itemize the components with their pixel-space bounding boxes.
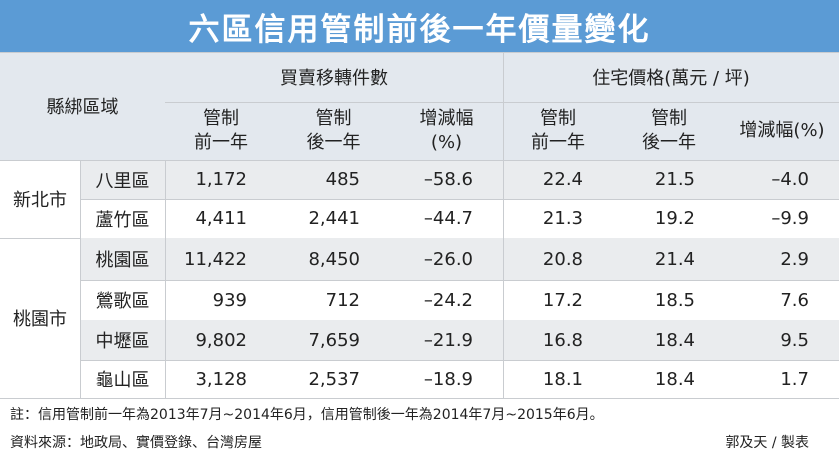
credit: 郭及天 / 製表 — [725, 435, 809, 451]
cell: 22.4 — [542, 169, 583, 190]
cell: –4.0 — [771, 169, 809, 190]
region-header: 縣綁區域 — [46, 97, 119, 118]
cell: 9.5 — [780, 329, 809, 351]
cell: 2.9 — [780, 248, 809, 270]
cell: 18.4 — [654, 368, 695, 390]
district: 桃園區 — [95, 250, 150, 271]
cell: –9.9 — [771, 208, 809, 229]
sub-header: 增減幅 (%) — [419, 107, 474, 153]
line — [0, 160, 839, 161]
cell: –44.7 — [423, 208, 473, 229]
cell: 18.4 — [654, 329, 695, 351]
cell: 21.3 — [542, 208, 583, 229]
line — [0, 52, 839, 53]
cell: 19.2 — [654, 208, 695, 229]
line — [503, 160, 504, 398]
note: 註：信用管制前一年為2013年7月~2014年6月，信用管制後一年為2014年7… — [10, 407, 604, 423]
district: 八里區 — [95, 170, 150, 192]
cell: 3,128 — [195, 368, 247, 390]
cell: 7.6 — [780, 289, 809, 311]
line — [165, 102, 839, 103]
cell: 18.5 — [654, 289, 695, 311]
cell: 939 — [212, 289, 247, 311]
cell: 2,537 — [308, 368, 360, 390]
cell: 16.8 — [542, 329, 583, 351]
cell: –58.6 — [423, 169, 473, 190]
cell: –21.9 — [423, 329, 473, 351]
group-header: 住宅價格(萬元 / 坪) — [592, 68, 750, 89]
line — [80, 160, 81, 398]
cell: 1.7 — [780, 368, 809, 390]
sub-header: 管制 前一年 — [531, 107, 585, 153]
line — [503, 52, 504, 160]
district: 鶯歌區 — [95, 291, 150, 312]
row-bg — [80, 160, 839, 199]
cell: –24.2 — [423, 289, 473, 311]
line — [80, 360, 839, 361]
line — [80, 280, 839, 281]
cell: 20.8 — [542, 248, 583, 270]
district: 中壢區 — [95, 331, 150, 352]
sub-header: 管制 後一年 — [642, 107, 696, 153]
city: 桃園市 — [13, 309, 67, 330]
cell: 2,441 — [308, 208, 360, 229]
row-bg — [80, 320, 839, 360]
city: 新北市 — [13, 190, 67, 211]
cell: 17.2 — [542, 289, 583, 311]
cell: 8,450 — [308, 248, 360, 270]
cell: 712 — [325, 289, 360, 311]
cell: 21.4 — [654, 248, 695, 270]
sub-header: 管制 後一年 — [306, 107, 361, 153]
cell: 1,172 — [195, 169, 247, 190]
source: 資料來源：地政局、實價登錄、台灣房屋 — [10, 435, 262, 451]
header-bg — [0, 52, 839, 160]
cell: 11,422 — [184, 248, 247, 270]
cell: 9,802 — [195, 329, 247, 351]
cell: 485 — [325, 169, 360, 190]
cell: –18.9 — [423, 368, 473, 390]
sub-header: 增減幅(%) — [739, 119, 825, 141]
sub-header: 管制 前一年 — [194, 107, 248, 153]
cell: 7,659 — [308, 329, 360, 351]
title: 六區信用管制前後一年價量變化 — [0, 0, 839, 52]
cell: 18.1 — [542, 368, 583, 390]
district: 蘆竹區 — [95, 209, 150, 231]
cell: –26.0 — [423, 248, 473, 270]
line — [165, 160, 166, 398]
district: 龜山區 — [95, 370, 150, 391]
line — [0, 398, 839, 399]
line — [80, 199, 839, 200]
cell: 4,411 — [195, 208, 247, 229]
row-bg — [80, 238, 839, 280]
cell: 21.5 — [654, 169, 695, 190]
group-header: 買賣移轉件數 — [280, 68, 388, 89]
